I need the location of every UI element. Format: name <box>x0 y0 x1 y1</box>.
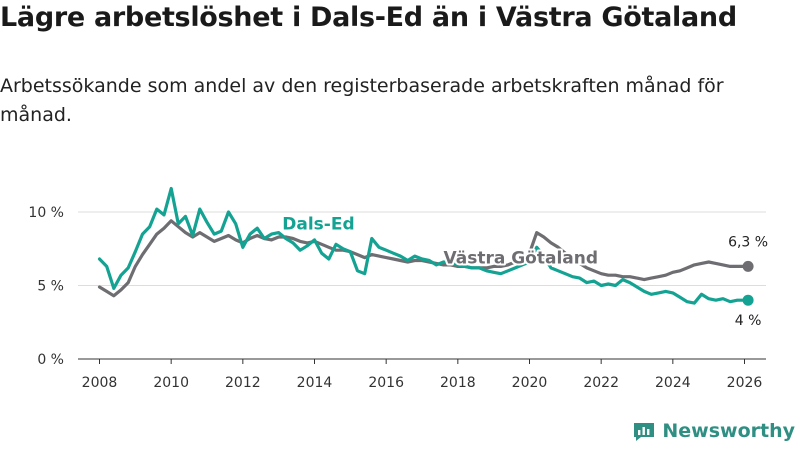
end-value-label-dals-ed: 4 % <box>735 313 762 329</box>
brand: Newsworthy <box>632 419 795 443</box>
x-tick-label: 2022 <box>583 375 619 391</box>
series-line-dals-ed <box>97 186 750 305</box>
end-marker-dals-ed <box>742 294 754 306</box>
x-tick-label: 2012 <box>225 375 261 391</box>
chart-subtitle: Arbetssökande som andel av den registerb… <box>0 75 724 126</box>
series-label-dals-ed: Dals-Ed <box>282 215 354 235</box>
x-tick-label: 2024 <box>655 375 691 391</box>
x-tick-label: 2008 <box>82 375 118 391</box>
x-tick-label: 2016 <box>368 375 404 391</box>
newsworthy-logo-icon <box>634 423 655 441</box>
x-tick-label: 2018 <box>440 375 476 391</box>
x-tick-label: 2026 <box>727 375 763 391</box>
brand-name: Newsworthy <box>662 420 795 442</box>
y-tick-label: 0 % <box>37 352 64 368</box>
y-tick-label: 10 % <box>28 205 64 221</box>
x-tick-label: 2020 <box>512 375 548 391</box>
y-tick-label: 5 % <box>37 279 64 295</box>
x-tick-label: 2010 <box>153 375 189 391</box>
end-marker-vastra-gotaland <box>742 260 754 272</box>
x-tick-label: 2014 <box>297 375 333 391</box>
chart-title: Lägre arbetslöshet i Dals-Ed än i Västra… <box>0 2 737 33</box>
series-label-vastra-gotaland: Västra Götaland <box>444 248 599 268</box>
end-value-label-vastra-gotaland: 6,3 % <box>728 234 768 250</box>
